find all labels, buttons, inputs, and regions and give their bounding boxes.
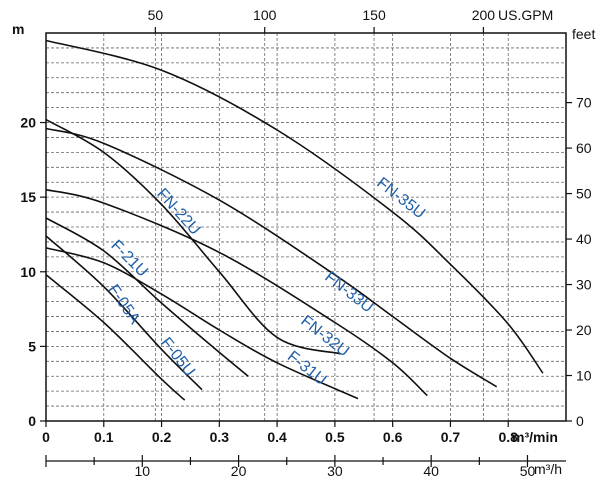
curve-f-05u: [45, 235, 203, 391]
tick-label-feet: 70: [576, 95, 592, 111]
tick-label-m3min: 0.3: [210, 429, 230, 445]
tick-label-m3min: 0: [42, 429, 50, 445]
tick-label-feet: 30: [576, 277, 592, 293]
tick-label-m3h: 10: [135, 463, 151, 479]
tick-label-m3min: 0.1: [94, 429, 114, 445]
tick-label-gpm: 150: [362, 7, 386, 23]
tick-label-feet: 10: [576, 368, 592, 384]
tick-label-m: 15: [20, 189, 36, 205]
x-unit-m3min: m³/min: [512, 429, 558, 445]
tick-label-m3min: 0.6: [383, 429, 403, 445]
tick-label-m3h: 20: [231, 463, 247, 479]
tick-label-gpm: 100: [253, 7, 277, 23]
tick-label-gpm: 50: [148, 7, 164, 23]
curves: [45, 39, 544, 401]
grid: [46, 33, 566, 421]
tick-label-feet: 40: [576, 231, 592, 247]
tick-label-m3h: 40: [423, 463, 439, 479]
plot-frame: [45, 32, 567, 422]
curve-label-fn-35u: FN-35U: [373, 175, 428, 223]
tick-label-m3h: 30: [327, 463, 343, 479]
tick-label-m3min: 0.5: [325, 429, 345, 445]
m3h-axis: 10 20 30 40 50: [45, 455, 566, 479]
tick-label-m: 0: [28, 413, 36, 429]
tick-label-m: 5: [28, 338, 36, 354]
tick-label-feet: 50: [576, 186, 592, 202]
curve-f-21u: [45, 217, 249, 377]
curve-fn-32u: [45, 188, 428, 397]
tick-label-m: 10: [20, 264, 36, 280]
y-unit-m: m: [12, 21, 24, 37]
tick-label-feet: 0: [576, 413, 584, 429]
curve-label-f-05a: F-05A: [104, 282, 143, 328]
tick-label-feet: 20: [576, 322, 592, 338]
tick-label-m3min: 0.8: [498, 429, 518, 445]
tick-label-m: 20: [20, 115, 36, 131]
curve-fn-35u: [45, 39, 544, 374]
curve-label-fn-32u: FN-32U: [297, 313, 352, 361]
tick-label-feet: 60: [576, 140, 592, 156]
curve-label-f-05u: F-05U: [157, 334, 198, 379]
y-unit-feet: feet: [572, 26, 595, 42]
curve-label-fn-33u: FN-33U: [321, 269, 376, 317]
tick-label-m3h: 50: [520, 463, 536, 479]
tick-label-m3min: 0.7: [441, 429, 461, 445]
x-unit-m3h: m³/h: [534, 461, 562, 477]
tick-label-m3min: 0.2: [152, 429, 172, 445]
curve-f-05a: [45, 274, 186, 401]
curve-f-31u: [45, 247, 359, 400]
curve-fn-22u: [45, 118, 341, 355]
x-unit-gpm: US.GPM: [498, 7, 553, 23]
tick-label-m3min: 0.4: [267, 429, 287, 445]
tick-label-gpm: 200: [472, 7, 496, 23]
curve-fn-33u: [45, 127, 498, 388]
curve-label-fn-22u: FN-22U: [153, 185, 203, 238]
